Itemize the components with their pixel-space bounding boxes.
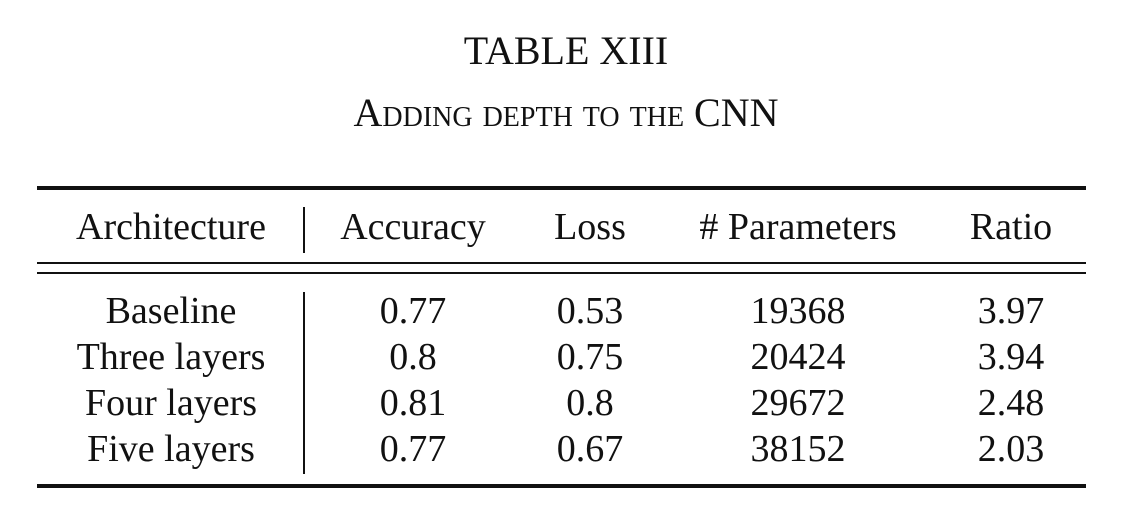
top-rule: [37, 186, 1086, 190]
header-accuracy: Accuracy: [340, 206, 486, 248]
cell-architecture: Four layers: [84, 382, 258, 424]
cell-architecture: Five layers: [87, 428, 255, 470]
cell-loss: 0.75: [556, 336, 624, 378]
cell-ratio: 2.03: [977, 428, 1045, 470]
table-number: TABLE XIII: [463, 28, 669, 73]
header-architecture: Architecture: [76, 206, 266, 248]
cell-accuracy: 0.77: [379, 428, 447, 470]
header-ratio: Ratio: [969, 206, 1053, 248]
header-rule-upper: [37, 262, 1086, 264]
bottom-rule: [37, 484, 1086, 488]
cell-loss: 0.53: [556, 290, 624, 332]
header-parameters: # Parameters: [699, 206, 897, 248]
cell-parameters: 19368: [750, 290, 846, 332]
cell-parameters: 20424: [750, 336, 846, 378]
header-loss: Loss: [554, 206, 626, 248]
cell-parameters: 38152: [750, 428, 846, 470]
cell-accuracy: 0.81: [379, 382, 447, 424]
cell-architecture: Baseline: [105, 290, 237, 332]
cell-loss: 0.67: [556, 428, 624, 470]
header-rule-lower: [37, 272, 1086, 274]
cell-parameters: 29672: [750, 382, 846, 424]
cell-ratio: 2.48: [977, 382, 1045, 424]
cell-loss: 0.8: [566, 382, 614, 424]
cell-accuracy: 0.77: [379, 290, 447, 332]
body-column-divider: [303, 292, 305, 474]
cell-ratio: 3.94: [977, 336, 1045, 378]
cell-architecture: Three layers: [76, 336, 266, 378]
header-column-divider: [303, 207, 305, 253]
cell-ratio: 3.97: [977, 290, 1045, 332]
cell-accuracy: 0.8: [389, 336, 437, 378]
table-title: Adding depth to the CNN: [353, 90, 779, 135]
